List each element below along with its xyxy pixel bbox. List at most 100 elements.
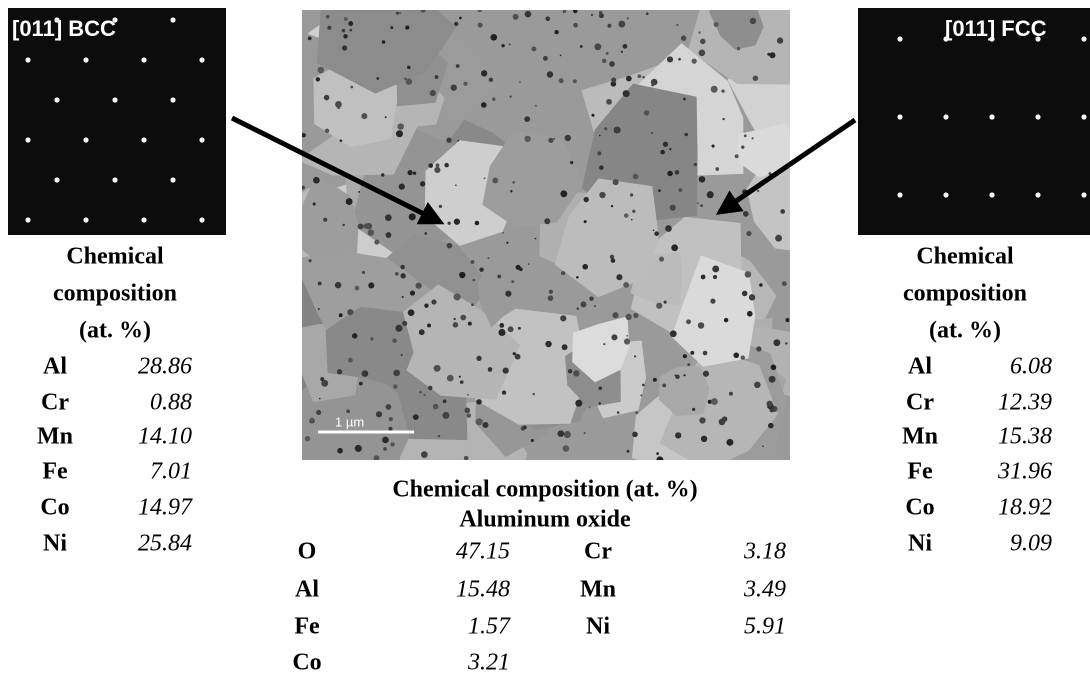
- pore: [562, 344, 568, 350]
- pore: [377, 77, 380, 80]
- pore: [741, 355, 745, 359]
- pore: [712, 266, 719, 273]
- pore: [624, 338, 630, 344]
- diffraction-spot: [1081, 192, 1086, 197]
- pore: [431, 300, 436, 305]
- diffraction-spot: [141, 217, 146, 222]
- pore: [699, 50, 706, 57]
- pore: [698, 31, 700, 33]
- pore: [573, 370, 579, 376]
- pore: [616, 274, 622, 280]
- pore: [699, 417, 705, 423]
- pore: [707, 191, 714, 198]
- pore: [376, 411, 382, 417]
- pore: [653, 229, 655, 231]
- pore: [416, 283, 422, 289]
- bcc-label: [011] BCC: [12, 16, 116, 41]
- pore: [535, 105, 537, 107]
- pore: [342, 29, 346, 33]
- diffraction-spot: [83, 217, 88, 222]
- pore: [767, 401, 773, 407]
- pore: [577, 307, 579, 309]
- pore: [623, 282, 629, 288]
- pore: [406, 78, 412, 84]
- pore: [361, 113, 367, 119]
- pore: [568, 369, 572, 373]
- element: Co: [905, 495, 934, 521]
- pore: [663, 142, 668, 147]
- pore: [555, 30, 559, 34]
- pore: [598, 386, 602, 390]
- pore: [611, 205, 613, 207]
- pore: [690, 351, 694, 355]
- pore: [749, 294, 755, 300]
- pore: [446, 137, 451, 142]
- pore: [631, 219, 633, 221]
- pore: [396, 130, 403, 137]
- pore: [694, 163, 697, 166]
- pore: [421, 451, 428, 458]
- pore: [481, 70, 487, 76]
- pore: [427, 323, 431, 327]
- diffraction-spot: [83, 137, 88, 142]
- pore: [686, 319, 691, 324]
- pore: [785, 342, 787, 344]
- pore: [316, 77, 320, 81]
- pore: [737, 47, 740, 50]
- composition-value: 25.84: [138, 531, 192, 557]
- pore: [630, 193, 633, 196]
- pore: [318, 308, 320, 310]
- pore: [468, 322, 472, 326]
- pore: [393, 370, 400, 377]
- composition-value: 0.88: [150, 390, 192, 416]
- pore: [326, 15, 330, 19]
- pore: [549, 290, 553, 294]
- pore: [447, 375, 454, 382]
- element: O: [298, 539, 317, 565]
- pore: [506, 242, 508, 244]
- pore: [676, 24, 678, 26]
- pore: [609, 61, 615, 67]
- pore: [408, 309, 415, 316]
- diffraction-spot: [1035, 114, 1040, 119]
- pore: [359, 382, 363, 386]
- pore: [667, 171, 673, 177]
- pore: [489, 78, 493, 82]
- pore: [762, 445, 764, 447]
- table-title: composition: [53, 281, 177, 307]
- pore: [675, 170, 680, 175]
- pore: [633, 313, 638, 318]
- pore: [599, 165, 603, 169]
- pore: [746, 231, 751, 236]
- pore: [621, 51, 623, 53]
- pore: [472, 279, 475, 282]
- pore: [711, 144, 714, 147]
- pore: [434, 365, 441, 372]
- pore: [612, 312, 618, 318]
- pore: [408, 170, 413, 175]
- pore: [405, 26, 409, 30]
- pore: [545, 16, 550, 21]
- diffraction-spot: [943, 114, 948, 119]
- pore: [573, 79, 577, 83]
- diffraction-spot: [141, 137, 146, 142]
- pore: [623, 44, 628, 49]
- diffraction-spot: [141, 57, 146, 62]
- pore: [651, 132, 653, 134]
- pore: [611, 78, 616, 83]
- pore: [634, 355, 636, 357]
- pore: [453, 318, 455, 320]
- pore: [651, 84, 654, 87]
- pore: [660, 150, 665, 155]
- diffraction-spot: [112, 17, 117, 22]
- pore: [700, 204, 703, 207]
- pore: [399, 184, 405, 190]
- composition-value: 15.48: [456, 577, 510, 603]
- diffraction-spot: [199, 57, 204, 62]
- pore: [775, 235, 782, 242]
- pore: [664, 301, 667, 304]
- table-title: composition: [903, 281, 1027, 307]
- pore: [703, 351, 708, 356]
- composition-value: 14.10: [138, 424, 192, 450]
- micrograph: [248, 0, 845, 537]
